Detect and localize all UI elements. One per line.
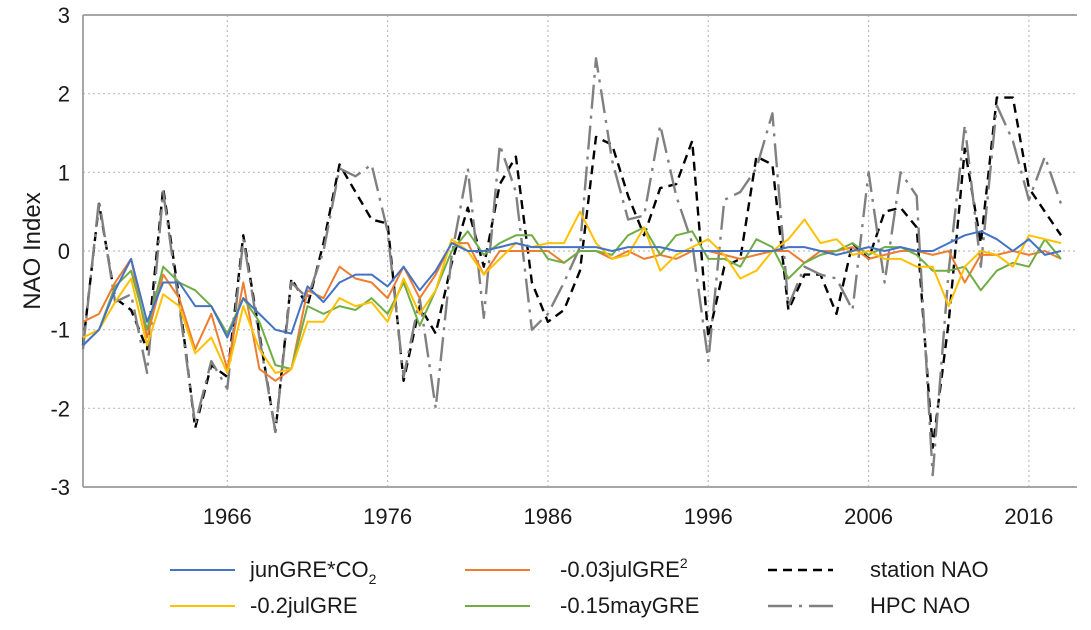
y-tick-label: 0 (58, 239, 70, 264)
x-tick-label: 1966 (203, 504, 252, 529)
x-tick-label: 1986 (523, 504, 572, 529)
legend-label: junGRE*CO2 (249, 557, 377, 587)
series-lines (81, 57, 1063, 477)
y-tick-label: 2 (58, 82, 70, 107)
legend-label-text: junGRE*CO (249, 557, 369, 582)
series-line-hpc-nao (81, 57, 1063, 477)
legend-label-text: -0.2julGRE (250, 593, 358, 618)
axes (82, 14, 1077, 488)
tick-labels: -3 -2 -1 0 1 2 3 1966 1976 1986 1996 2006 2016 (50, 3, 1053, 529)
y-tick-label: 3 (58, 3, 70, 28)
legend-label-text: -0.03julGRE (560, 557, 680, 582)
series-line-0-2julgre (82, 210, 1062, 374)
legend-label-text: station NAO (870, 557, 989, 582)
y-tick-label: -3 (50, 475, 70, 500)
legend-label: -0.2julGRE (250, 593, 358, 618)
y-tick-label: 1 (58, 160, 70, 185)
y-tick-label: -2 (50, 396, 70, 421)
legend-label-superscript: 2 (680, 555, 688, 571)
series-line-jungre-co (82, 230, 1062, 347)
series-line-station-nao (81, 96, 1062, 449)
y-tick-label: -1 (50, 318, 70, 343)
legend-label-subscript: 2 (369, 571, 377, 587)
x-tick-label: 2016 (1004, 504, 1053, 529)
legend-label: -0.03julGRE2 (560, 555, 688, 582)
legend-label-text: -0.15mayGRE (560, 593, 699, 618)
x-tick-label: 1976 (363, 504, 412, 529)
x-tick-label: 1996 (684, 504, 733, 529)
legend-label: station NAO (870, 557, 989, 582)
legend-label: -0.15mayGRE (560, 593, 699, 618)
x-tick-label: 2006 (844, 504, 893, 529)
legend: junGRE*CO2 -0.03julGRE2 station NAO-0.2jul… (170, 555, 989, 618)
legend-label-text: HPC NAO (870, 593, 970, 618)
y-axis-label: NAO Index (19, 192, 46, 309)
legend-label: HPC NAO (870, 593, 970, 618)
